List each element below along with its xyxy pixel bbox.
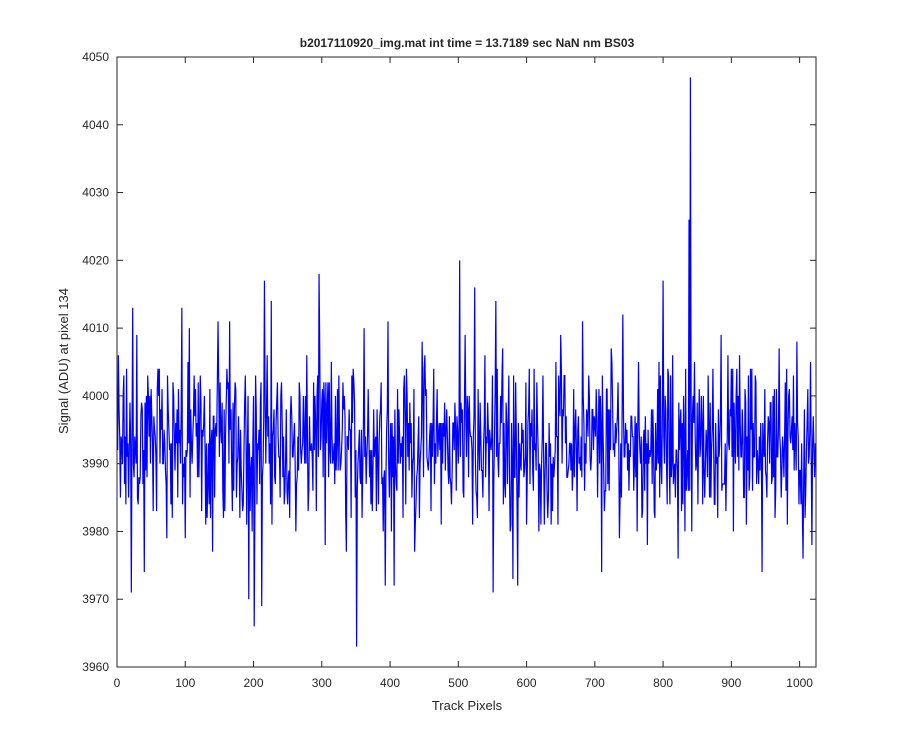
y-tick-label: 4000 — [82, 389, 109, 403]
y-tick-label: 3960 — [82, 660, 109, 674]
x-tick-label: 700 — [585, 676, 605, 690]
y-tick-label: 4020 — [82, 253, 109, 267]
x-tick-label: 1000 — [786, 676, 813, 690]
y-axis-label: Signal (ADU) at pixel 134 — [56, 288, 71, 434]
x-tick-label: 0 — [114, 676, 121, 690]
x-tick-label: 400 — [380, 676, 400, 690]
y-tick-label: 4010 — [82, 321, 109, 335]
x-tick-label: 900 — [721, 676, 741, 690]
y-tick-label: 4030 — [82, 186, 109, 200]
plot-area — [117, 57, 816, 667]
y-tick-label: 3990 — [82, 457, 109, 471]
x-tick-label: 500 — [448, 676, 468, 690]
chart-title: b2017110920_img.mat int time = 13.7189 s… — [300, 36, 635, 50]
x-axis-label: Track Pixels — [432, 698, 503, 713]
x-tick-label: 200 — [244, 676, 264, 690]
x-tick-label: 600 — [517, 676, 537, 690]
x-tick-label: 300 — [312, 676, 332, 690]
axes-layer: 0 100 200 300 400 500 600 700 800 900 1000 3960 3970… — [82, 50, 817, 690]
y-tick-label: 4050 — [82, 50, 109, 64]
y-tick-label: 3980 — [82, 524, 109, 538]
x-tick-label: 800 — [653, 676, 673, 690]
axes-box — [116, 56, 817, 668]
series-layer — [117, 77, 816, 647]
x-tick-label: 100 — [175, 676, 195, 690]
y-tick-label: 4040 — [82, 118, 109, 132]
y-tick-label: 3970 — [82, 592, 109, 606]
signal-series-line — [117, 77, 816, 647]
